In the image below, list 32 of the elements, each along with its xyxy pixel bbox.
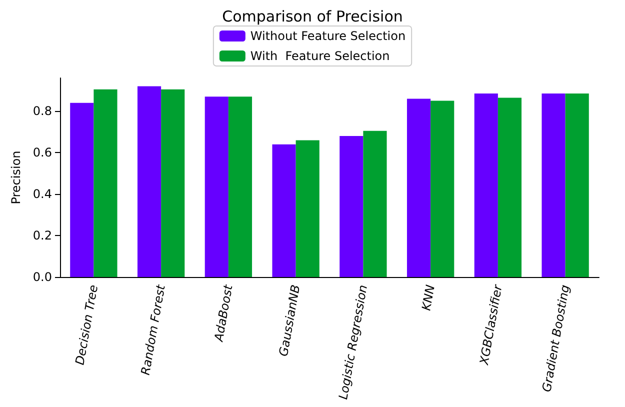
- bar: [94, 89, 118, 277]
- legend-label: With Feature Selection: [250, 49, 390, 63]
- bar: [474, 94, 498, 277]
- bar: [406, 98, 431, 277]
- bar: [498, 98, 522, 277]
- bar: [204, 96, 228, 277]
- bar: [228, 96, 252, 277]
- x-tick-label: KNN: [419, 284, 438, 312]
- y-tick-label: 0.8: [32, 104, 52, 118]
- bar: [137, 86, 162, 277]
- x-tick-label: GaussianNB: [276, 284, 303, 358]
- bar: [542, 94, 566, 277]
- legend-label: Without Feature Selection: [250, 29, 406, 43]
- x-tick-label: Logistic Regression: [336, 284, 370, 401]
- x-tick-label: AdaBoost: [211, 282, 236, 344]
- x-tick-label: Decision Tree: [72, 284, 101, 366]
- bar: [70, 102, 94, 277]
- y-tick-label: 0.6: [32, 146, 52, 160]
- bar: [340, 136, 364, 277]
- bar: [430, 100, 454, 277]
- bar: [272, 144, 296, 277]
- bar: [296, 140, 320, 277]
- bar: [161, 89, 185, 277]
- bar: [363, 130, 387, 277]
- y-tick-label: 0.0: [32, 270, 52, 284]
- y-axis-title: Precision: [9, 150, 23, 204]
- chart-title: Comparison of Precision: [222, 8, 403, 26]
- y-tick-label: 0.4: [32, 187, 52, 202]
- bar: [565, 94, 589, 277]
- y-tick-label: 0.2: [32, 228, 52, 243]
- x-tick-label: Random Forest: [138, 282, 168, 376]
- x-tick-label: Gradient Boosting: [540, 283, 572, 394]
